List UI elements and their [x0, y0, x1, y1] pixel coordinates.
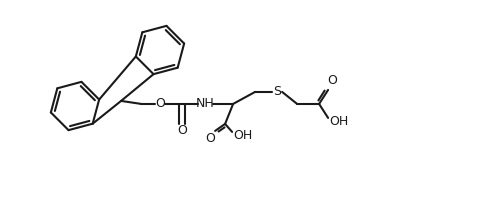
Text: O: O	[327, 74, 337, 87]
Text: NH: NH	[196, 97, 214, 110]
Text: O: O	[177, 124, 187, 137]
Text: O: O	[155, 97, 165, 110]
Text: OH: OH	[233, 129, 253, 142]
Text: O: O	[205, 132, 215, 145]
Text: OH: OH	[330, 115, 349, 128]
Text: S: S	[273, 85, 281, 98]
